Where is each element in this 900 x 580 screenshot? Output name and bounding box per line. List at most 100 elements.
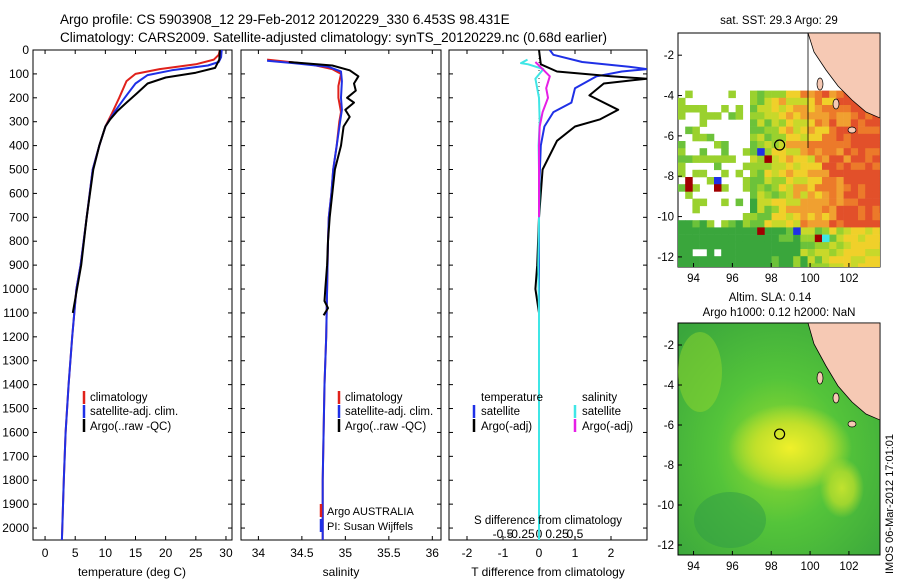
sst-cell (699, 148, 708, 156)
sst-cell (685, 249, 693, 257)
sst-cell (692, 155, 700, 163)
sst-cell (678, 234, 686, 243)
sst-cell (786, 148, 794, 156)
sst-cell (865, 205, 873, 214)
sst-cell (836, 126, 844, 135)
x-tick-label: 15 (129, 546, 143, 560)
sst-cell (778, 133, 787, 142)
x-tick-label: 2 (608, 546, 615, 560)
difference-x-label: T difference from climatology (471, 565, 625, 579)
sla-map-title-2: Argo h1000: 0.12 h2000: NaN (703, 307, 856, 319)
y-tick-label: 1500 (2, 402, 29, 416)
series-satellite-adj-clim- (267, 59, 343, 540)
sst-cell (778, 213, 787, 221)
sst-cell (829, 177, 837, 185)
sst-cell (843, 256, 852, 264)
sst-cell (850, 256, 859, 264)
sst-cell (814, 256, 823, 264)
sst-cell (786, 184, 794, 192)
sst-cell (757, 133, 765, 142)
sst-cell (850, 191, 859, 199)
sst-cell (735, 234, 744, 243)
sst-cell (850, 213, 859, 221)
sst-cell (692, 263, 700, 267)
island-pagai (832, 98, 840, 110)
map-y-tick-label: -2 (664, 50, 674, 62)
sst-cell (757, 220, 765, 228)
sst-cell (822, 148, 830, 156)
map-x-tick-label: 100 (800, 561, 819, 573)
sst-cell (771, 97, 780, 106)
sst-cell (771, 213, 780, 221)
map-x-tick-label: 102 (839, 273, 858, 285)
sst-cell (850, 133, 859, 142)
sst-cell (757, 256, 765, 264)
sst-cell (879, 177, 880, 185)
sla-map-panel: Altim. SLA: 0.14 Argo h1000: 0.12 h2000:… (657, 292, 881, 573)
sst-cell (728, 220, 736, 228)
sst-cell (822, 184, 830, 192)
sst-cell (764, 90, 772, 99)
sst-cell (814, 169, 823, 178)
sst-cell (800, 105, 808, 113)
sst-cell (865, 249, 873, 257)
x-tick-label: 35 (339, 546, 353, 560)
sst-cell (800, 241, 808, 250)
sst-cell (843, 119, 852, 127)
sst-cell (850, 249, 859, 257)
sst-cell (800, 205, 808, 214)
sst-cell (872, 234, 880, 243)
sst-cell (678, 249, 686, 257)
sst-cell (793, 97, 801, 106)
x-tick-label: 30 (219, 546, 233, 560)
sst-cell (829, 227, 837, 235)
legend-label-sal-satellite: satellite (582, 406, 621, 418)
sst-cell (692, 234, 700, 243)
sst-cell (750, 90, 758, 99)
sst-cell (843, 249, 852, 257)
sst-cell (879, 191, 880, 199)
sst-cell (807, 133, 816, 142)
sst-cell (771, 198, 780, 207)
sst-cell (865, 155, 873, 163)
map-x-tick-label: 96 (726, 561, 739, 573)
sst-cell (742, 162, 751, 171)
sst-cell (850, 112, 859, 120)
sst-cell (865, 227, 873, 235)
sst-cell (692, 220, 700, 228)
sla-west-anomaly (678, 332, 722, 412)
sst-cell (786, 90, 794, 99)
sst-cell (872, 227, 880, 235)
sst-cell (836, 162, 844, 171)
y-tick-label: 600 (9, 186, 29, 200)
sst-cell (750, 177, 758, 185)
sst-cell (786, 263, 794, 267)
sst-cell (764, 191, 772, 199)
sst-cell (865, 177, 873, 185)
sst-cell (879, 263, 880, 267)
sst-cell (872, 256, 880, 264)
sst-cell (757, 263, 765, 267)
sst-cell (678, 220, 686, 228)
sst-cell (822, 249, 830, 257)
sst-cell (879, 90, 880, 99)
sst-cell (836, 241, 844, 250)
sst-cell (807, 112, 816, 120)
sst-cell (699, 169, 708, 178)
sst-cell (843, 112, 852, 120)
sst-cell (699, 241, 708, 250)
sst-cell (872, 119, 880, 127)
sst-cell (872, 155, 880, 163)
sst-cell (807, 241, 816, 250)
sst-cell (778, 263, 787, 267)
sst-cell (706, 234, 715, 243)
sst-cell (829, 126, 837, 135)
sst-cell (721, 141, 729, 149)
sst-cell (692, 256, 700, 264)
sst-cell (771, 234, 780, 243)
sst-cell (872, 249, 880, 257)
x-tick-label: 5 (72, 546, 79, 560)
sst-cell (822, 133, 830, 142)
sst-cell (728, 90, 736, 99)
sst-cell (742, 249, 751, 257)
